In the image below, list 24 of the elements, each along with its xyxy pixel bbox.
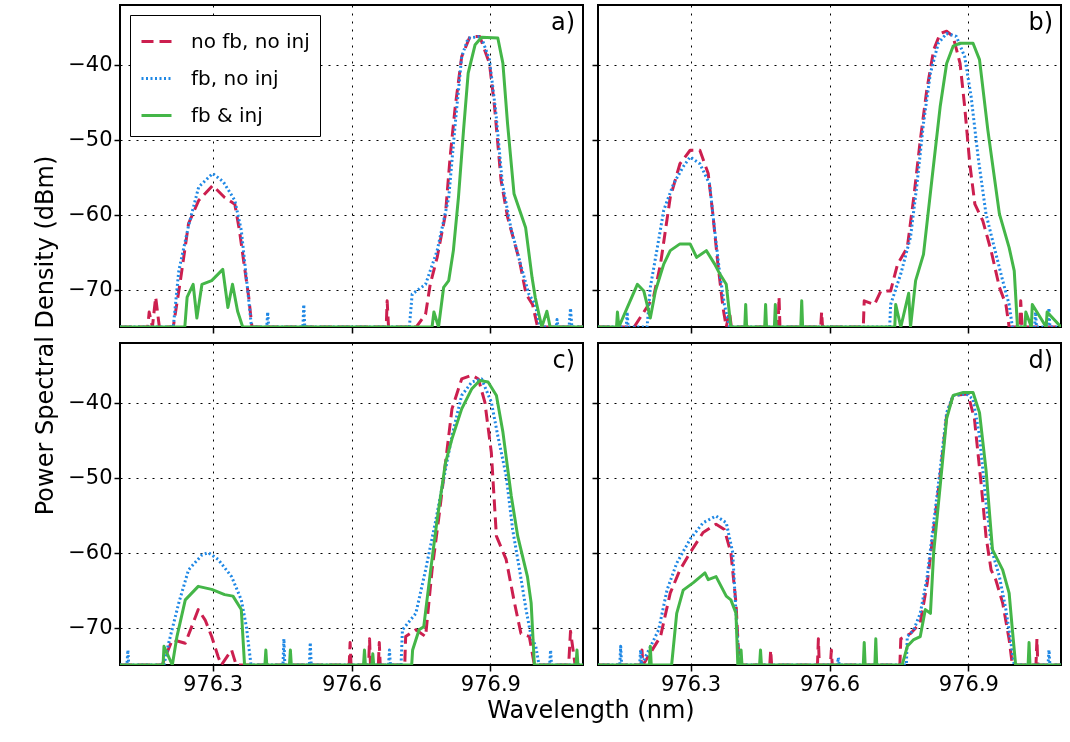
- y-tick-label: −40: [68, 390, 113, 415]
- y-tick-label: −60: [68, 202, 113, 227]
- y-tick-label: −40: [68, 52, 113, 77]
- x-tick-label: 976.6: [799, 671, 861, 696]
- y-tick-label: −50: [68, 465, 113, 490]
- y-tick-label: −70: [68, 615, 113, 640]
- x-tick-label: 976.9: [460, 671, 521, 696]
- x-tick-label: 976.3: [183, 671, 244, 696]
- annotation: a): [550, 8, 575, 36]
- x-tick-label: 976.9: [938, 671, 999, 696]
- line-series: [120, 34, 583, 327]
- legend-label: fb, no inj: [191, 65, 279, 90]
- annotation: c): [552, 346, 575, 374]
- annotation: b): [1028, 8, 1053, 36]
- x-tick-label: 976.3: [661, 671, 722, 696]
- x-tick-label: 976.6: [321, 671, 383, 696]
- legend-label: fb & inj: [191, 102, 263, 127]
- legend-label: no fb, no inj: [191, 28, 310, 53]
- y-tick-label: −50: [68, 127, 113, 152]
- x-axis-title: Wavelength (nm): [487, 695, 695, 724]
- y-tick-label: −60: [68, 540, 113, 565]
- y-axis-title: Power Spectral Density (dBm): [31, 155, 60, 516]
- annotation: d): [1028, 346, 1053, 374]
- y-tick-label: −70: [68, 277, 113, 302]
